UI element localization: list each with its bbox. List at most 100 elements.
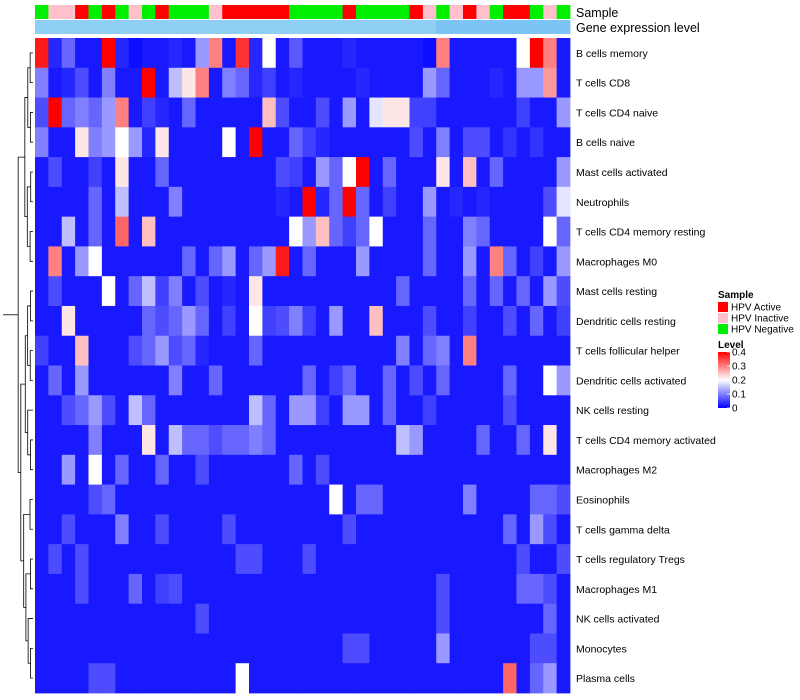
heatmap-cell — [476, 395, 490, 425]
heatmap-cell — [517, 574, 531, 604]
heatmap-cell — [249, 336, 263, 366]
heatmap-cell — [169, 544, 183, 574]
heatmap-cell — [35, 544, 49, 574]
expression-anno-cell — [303, 20, 317, 34]
heatmap-cell — [236, 336, 250, 366]
heatmap-cell — [503, 514, 517, 544]
heatmap-cell — [530, 604, 544, 634]
heatmap-cell — [557, 276, 571, 306]
heatmap-cell — [316, 68, 330, 98]
heatmap-cell — [490, 127, 504, 157]
sample-anno-cell — [129, 5, 143, 19]
heatmap-cell — [249, 395, 263, 425]
heatmap-cell — [262, 336, 276, 366]
heatmap-cell — [436, 217, 450, 247]
heatmap-cell — [75, 336, 89, 366]
heatmap-cell — [155, 187, 169, 217]
row-label: T cells follicular helper — [576, 346, 680, 358]
heatmap-cell — [410, 157, 424, 187]
heatmap-cell — [423, 68, 437, 98]
heatmap-cell — [436, 127, 450, 157]
sample-anno-cell — [343, 5, 357, 19]
heatmap-cell — [476, 276, 490, 306]
heatmap-cell — [316, 38, 330, 68]
level-legend-tick-label: 0.1 — [732, 390, 746, 401]
expression-anno-cell — [129, 20, 143, 34]
heatmap-cell — [356, 276, 370, 306]
heatmap-cell — [182, 455, 196, 485]
expression-anno-cell — [557, 20, 571, 34]
heatmap-cell — [517, 246, 531, 276]
heatmap-cell — [450, 187, 464, 217]
sample-annotation-label: Sample — [576, 6, 618, 20]
sample-anno-cell — [503, 5, 517, 19]
heatmap-cell — [196, 127, 210, 157]
heatmap-cell — [129, 455, 143, 485]
row-label: T cells gamma delta — [576, 524, 670, 536]
heatmap-cell — [75, 217, 89, 247]
heatmap-cell — [490, 38, 504, 68]
heatmap-cell — [303, 604, 317, 634]
heatmap-cell — [557, 395, 571, 425]
heatmap-cell — [222, 217, 236, 247]
heatmap-cell — [450, 336, 464, 366]
heatmap-cell — [102, 127, 116, 157]
heatmap-cell — [329, 366, 343, 396]
heatmap-cell — [142, 485, 156, 515]
heatmap-cell — [396, 604, 410, 634]
heatmap-cell — [102, 633, 116, 663]
heatmap-cell — [115, 395, 129, 425]
heatmap-cell — [329, 336, 343, 366]
heatmap-cell — [343, 306, 357, 336]
heatmap-cell — [490, 98, 504, 128]
heatmap-cell — [182, 98, 196, 128]
heatmap-cell — [450, 366, 464, 396]
heatmap-cell — [383, 574, 397, 604]
heatmap-cell — [530, 246, 544, 276]
sample-anno-cell — [329, 5, 343, 19]
heatmap-cell — [182, 276, 196, 306]
heatmap-cell — [142, 127, 156, 157]
heatmap-cell — [356, 514, 370, 544]
heatmap-cell — [303, 544, 317, 574]
heatmap-cell — [115, 514, 129, 544]
heatmap-cell — [423, 246, 437, 276]
heatmap-cell — [517, 187, 531, 217]
heatmap-cell — [303, 68, 317, 98]
heatmap-cell — [35, 395, 49, 425]
sample-anno-cell — [436, 5, 450, 19]
heatmap-cell — [476, 127, 490, 157]
heatmap-cell — [62, 217, 76, 247]
expression-anno-cell — [249, 20, 263, 34]
heatmap-cell — [142, 306, 156, 336]
heatmap-cell — [142, 633, 156, 663]
heatmap-cell — [196, 455, 210, 485]
heatmap-cell — [543, 485, 557, 515]
sample-legend-label: HPV Negative — [731, 325, 794, 336]
heatmap-cell — [169, 127, 183, 157]
heatmap-cell — [517, 38, 531, 68]
heatmap-cell — [262, 604, 276, 634]
heatmap-cell — [62, 187, 76, 217]
heatmap-cell — [343, 127, 357, 157]
heatmap-cell — [209, 544, 223, 574]
heatmap-cell — [209, 336, 223, 366]
heatmap-cell — [236, 127, 250, 157]
heatmap-cell — [530, 127, 544, 157]
heatmap-cell — [436, 574, 450, 604]
heatmap-cell — [196, 425, 210, 455]
heatmap-cell — [463, 157, 477, 187]
heatmap-cell — [102, 336, 116, 366]
heatmap-cell — [503, 633, 517, 663]
sample-anno-cell — [289, 5, 303, 19]
heatmap-cell — [316, 455, 330, 485]
expression-anno-cell — [75, 20, 89, 34]
heatmap-cell — [89, 98, 103, 128]
heatmap-cell — [557, 366, 571, 396]
heatmap-cell — [476, 68, 490, 98]
heatmap-cell — [463, 514, 477, 544]
heatmap-cell — [48, 246, 62, 276]
heatmap-cell — [142, 395, 156, 425]
heatmap-cell — [142, 425, 156, 455]
heatmap-cell — [383, 68, 397, 98]
